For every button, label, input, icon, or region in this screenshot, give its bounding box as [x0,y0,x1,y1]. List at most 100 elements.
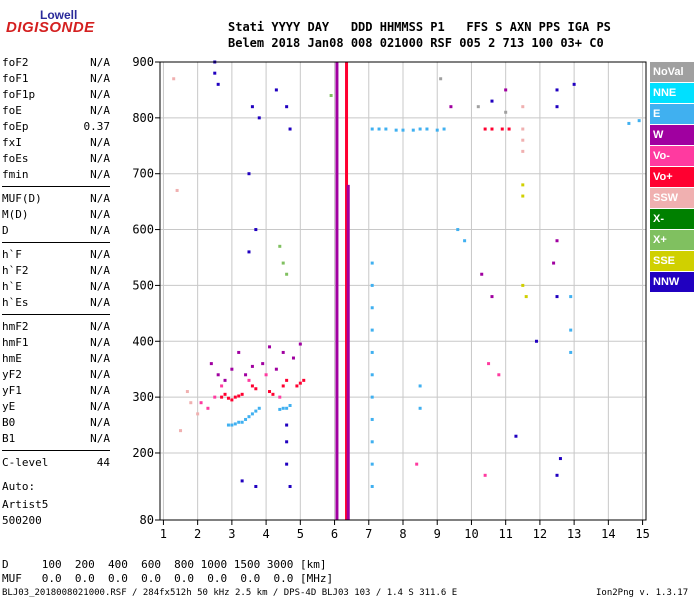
param-value: N/A [90,400,110,413]
param-name: hmF2 [2,320,29,333]
param-row: MUF(D) N/A [2,192,110,208]
param-row: h`Es N/A [2,296,110,312]
y-axis-ticks: 80 200 300 400 500 600 700 800 900 [132,55,160,527]
x-tick-label: 6 [331,527,338,541]
footer-d-row: D 100 200 400 600 800 1000 1500 3000 [km… [2,558,327,571]
echo-point [370,484,374,488]
echo-point [572,82,576,86]
echo-point [285,105,289,109]
echo-point [483,473,487,477]
echo-point [480,272,484,276]
echo-point [490,127,494,131]
x-tick-label: 12 [533,527,547,541]
echo-point [264,373,268,377]
echo-point [285,462,289,466]
legend-item: SSW [650,188,694,208]
echo-point [401,128,405,132]
echo-point [240,392,244,396]
param-name: MUF(D) [2,192,42,205]
echo-point [196,412,200,416]
echo-point [281,350,285,354]
x-tick-label: 13 [567,527,581,541]
echo-point [370,440,374,444]
echo-point [370,373,374,377]
x-tick-label: 2 [194,527,201,541]
echo-point [288,404,292,407]
echo-point [278,395,282,399]
echo-point [558,457,562,461]
echo-point [213,395,217,399]
echo-point [370,306,374,310]
legend-item: X- [650,209,694,229]
echo-point [285,440,289,444]
param-row: h`F2 N/A [2,264,110,280]
echo-point [370,350,374,354]
echo-point [370,395,374,399]
echo-point [213,71,217,75]
param-name: yF1 [2,384,22,397]
echo-point [237,420,241,424]
param-name: fmin [2,168,29,181]
param-value: 0.37 [83,120,111,133]
param-row: yF1 N/A [2,384,110,400]
param-value: N/A [90,88,110,101]
echo-point [185,390,189,394]
param-row: yF2 N/A [2,368,110,384]
echo-point [569,295,573,299]
param-value: N/A [90,152,110,165]
echo-point [442,127,446,131]
echo-point [298,342,302,346]
param-name: foEs [2,152,29,165]
echo-point [370,328,374,332]
echo-point [415,462,419,466]
param-row: hmF2 N/A [2,320,110,336]
y-tick-label: 300 [132,390,154,404]
param-row: hmE N/A [2,352,110,368]
param-name: h`F [2,248,22,261]
y-tick-label: 200 [132,446,154,460]
param-name: hmE [2,352,22,365]
y-tick-label: 400 [132,334,154,348]
param-value: N/A [90,168,110,181]
echo-point [244,373,248,377]
x-tick-label: 3 [228,527,235,541]
echo-point [175,188,179,192]
echo-point [521,183,525,187]
echo-point [226,423,230,427]
param-value: N/A [90,104,110,117]
param-name: hmF1 [2,336,29,349]
x-tick-label: 7 [365,527,372,541]
echo-point [555,105,559,109]
echo-point [250,412,254,416]
echo-point [552,261,556,265]
echo-point [483,127,487,131]
echo-point [288,484,292,488]
param-value: N/A [90,72,110,85]
echo-point [504,110,508,114]
param-name: h`F2 [2,264,29,277]
param-name: foF1p [2,88,36,101]
echo-point [384,127,388,131]
echo-point [521,283,525,287]
param-row: B0 N/A [2,416,110,432]
logo-digisonde: DIGISONDE [6,19,95,36]
echo-point [230,398,234,402]
param-value: N/A [90,280,110,293]
echo-point [534,339,538,343]
x-tick-label: 15 [635,527,649,541]
param-name: B1 [2,432,16,445]
param-value: N/A [90,192,110,205]
y-tick-label: 700 [132,167,154,181]
logo-lowell: Lowell [40,8,78,22]
echo-point [507,127,511,131]
echo-point [179,429,183,433]
y-tick-label: 600 [132,223,154,237]
echo-point [226,396,230,400]
footer-muf-row: MUF 0.0 0.0 0.0 0.0 0.0 0.0 0.0 0.0 [MHz… [2,572,334,585]
echo-point [524,295,528,299]
x-tick-label: 11 [498,527,512,541]
echo-point [240,479,244,483]
echo-point [329,94,333,98]
echo-point [281,406,285,410]
